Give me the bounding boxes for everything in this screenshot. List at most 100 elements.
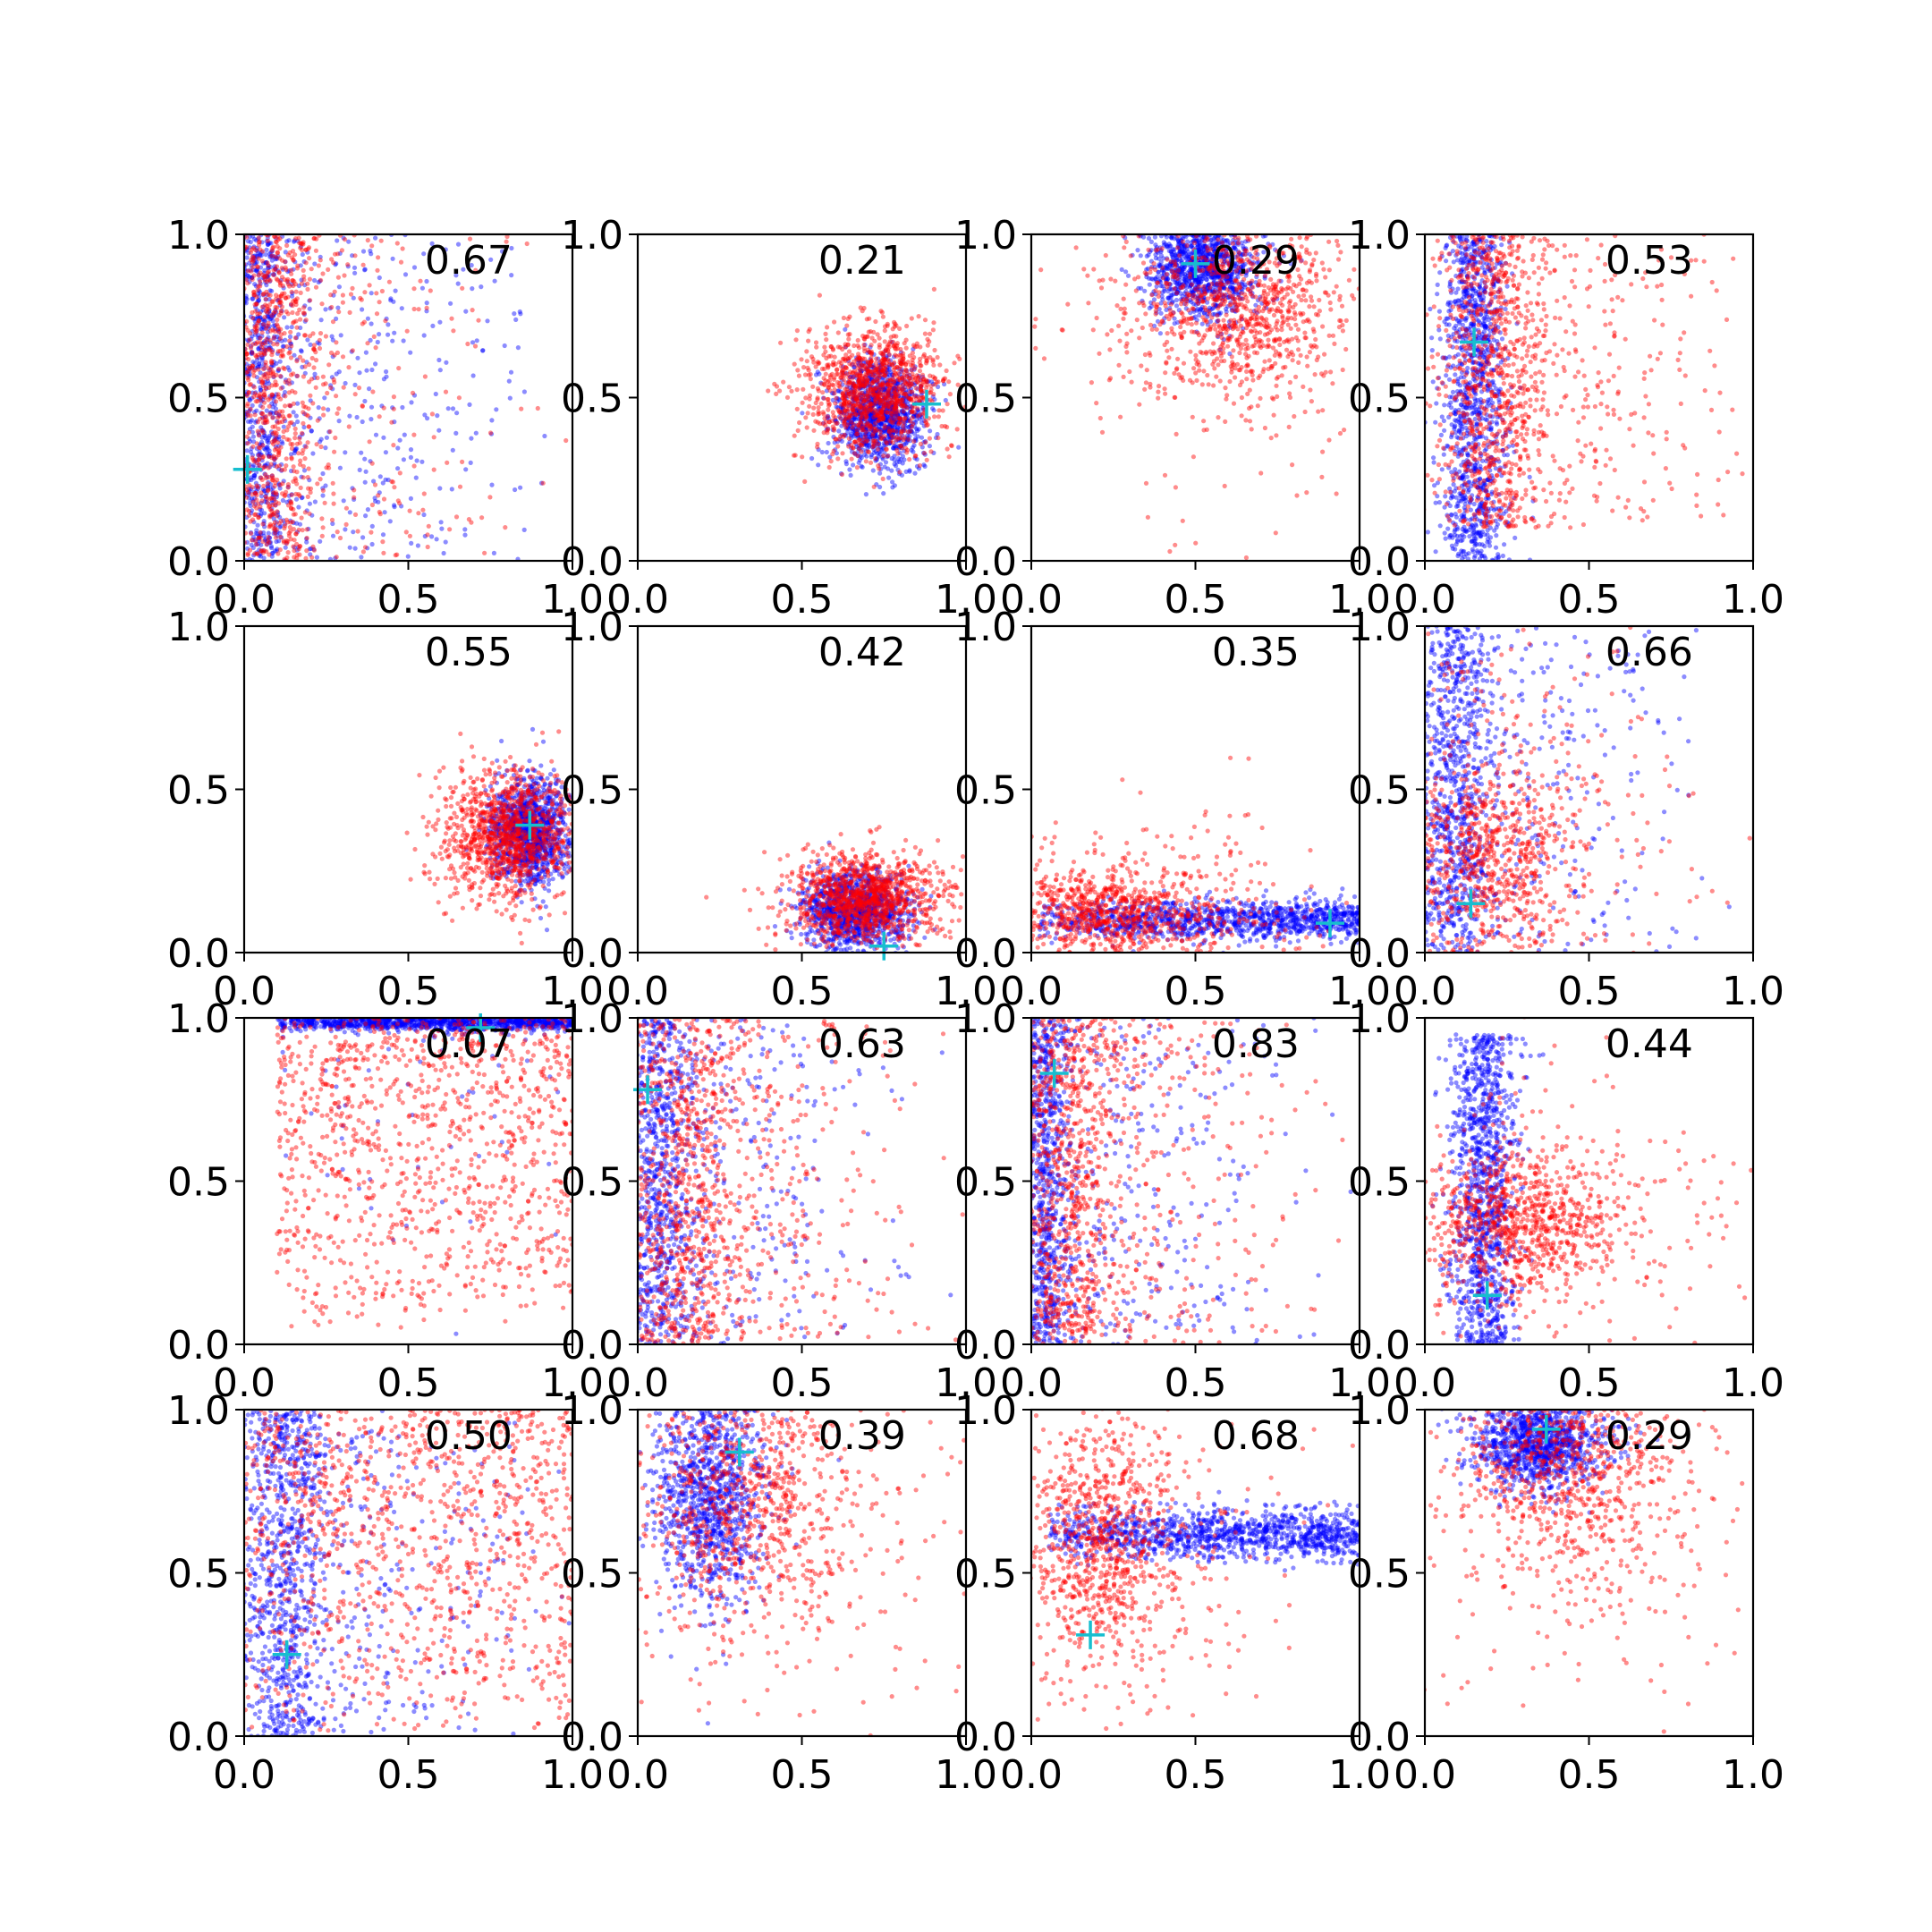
data-point [947,454,952,459]
data-point [914,386,919,390]
data-point [362,457,367,462]
data-point [360,419,365,424]
data-point [928,397,933,402]
data-point [816,462,820,467]
data-point [396,366,401,370]
data-point [852,409,857,413]
data-point [250,260,255,265]
data-point [294,542,299,547]
data-point [842,316,846,320]
data-point [920,373,925,377]
data-point [772,382,776,386]
data-point [894,405,898,410]
data-point [330,518,335,522]
data-point [321,382,326,386]
data-point [259,498,264,503]
data-point [918,357,922,361]
data-point [463,467,468,471]
data-point [822,430,826,435]
data-point [245,435,250,439]
data-point [1120,267,1124,272]
data-point [284,309,289,314]
data-point [435,413,439,418]
data-point [833,355,837,360]
data-point [386,322,390,326]
data-point [321,525,326,530]
data-point [373,361,377,366]
data-point [843,420,847,425]
data-point [302,456,307,461]
data-point [886,357,890,361]
data-point [869,355,873,360]
data-point [318,331,323,335]
data-point [321,375,326,379]
data-point [861,343,866,347]
data-point [795,387,800,392]
data-point [300,431,304,436]
data-point [512,311,516,316]
data-point [290,493,294,497]
data-point [876,463,880,468]
data-point [246,369,250,374]
data-point [362,320,367,325]
data-point [867,450,871,454]
data-point [826,441,831,445]
data-point [955,427,960,431]
data-point [936,408,941,412]
data-point [320,534,325,538]
data-point [374,291,378,295]
data-point [339,333,343,337]
data-point [254,531,258,536]
data-point [288,530,292,534]
data-point [251,435,256,439]
data-point [792,362,797,367]
data-point [884,460,888,464]
data-point [840,472,844,477]
data-point [902,392,906,396]
data-point [375,311,379,316]
data-point [801,387,805,392]
data-point [255,340,259,344]
data-point [293,512,298,516]
data-point [268,396,273,401]
data-point [315,376,319,380]
data-point [360,535,365,539]
data-point [289,499,293,504]
data-point [865,317,869,321]
data-point [825,325,829,329]
data-point [815,445,819,449]
data-point [260,273,265,277]
panel-value-label: 0.67 [425,238,513,284]
data-point [845,343,850,347]
data-point [349,292,353,296]
data-point [766,388,770,393]
data-point [300,515,304,520]
data-point [319,318,324,322]
data-point [919,384,923,388]
data-point [893,394,897,399]
data-point [911,450,915,454]
data-point [432,435,436,439]
data-point [260,249,265,253]
data-point [816,360,820,364]
data-point [450,487,454,491]
data-point [372,335,377,339]
data-point [445,461,449,465]
data-point [301,277,306,282]
data-point [843,390,848,394]
data-point [564,438,568,443]
data-point [289,272,293,276]
data-point [390,339,394,343]
data-point [821,421,826,426]
data-point [285,437,290,442]
data-point [335,411,339,416]
data-point [925,337,929,342]
data-point [850,425,854,429]
data-point [256,536,260,540]
data-point [252,504,257,508]
data-point [869,343,874,347]
data-point [430,411,435,416]
data-point [503,525,507,530]
data-point [910,389,914,394]
data-point [460,286,464,291]
